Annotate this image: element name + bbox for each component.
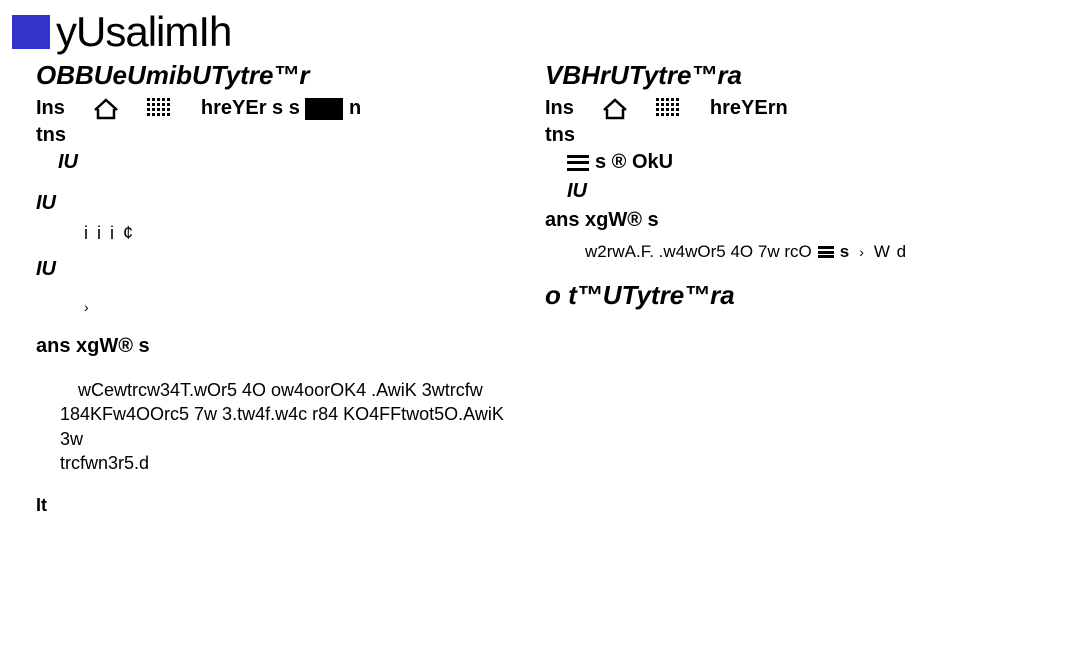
grid-icon-r <box>656 98 682 120</box>
tns-group-r: tns s ® OkU <box>545 124 1024 174</box>
tns-inner-row: s ® OkU <box>545 151 1024 174</box>
right-body-text: w2rwA.F. .w4wOr5 4O 7w rcO s › W d <box>545 242 1024 262</box>
left-column: OBBUeUmibUTytre™r Ins hreYEr s s n tns <box>36 60 535 516</box>
right-ins-row: Ins hreYErn <box>545 97 1024 120</box>
right-column: VBHrUTytre™ra Ins hreYErn tns <box>535 60 1044 516</box>
symbol-row: i i i ¢ <box>36 223 515 244</box>
page-title: yUsalimIh <box>56 8 231 56</box>
ans-label-left: ans xgW® s <box>36 335 515 358</box>
left-body-text: wCewtrcw34T.wOr5 4O ow4oorOK4 .AwiK 3wtr… <box>36 378 515 475</box>
ins-label-r: Ins <box>545 97 574 120</box>
tns-label-r: tns <box>545 124 1024 147</box>
hre-label-r: hreYErn <box>710 97 788 120</box>
hre-label: hreYEr s s n <box>201 97 361 120</box>
rb-b: s <box>840 242 849 262</box>
hre-text-a: hreYEr s s <box>201 97 300 119</box>
body-line-2: 184KFw4OOrc5 7w 3.tw4f.w4c r84 KO4FFtwot… <box>60 404 504 448</box>
home-icon-r <box>602 98 628 120</box>
iu-label-r: IU <box>545 180 1024 203</box>
home-icon <box>93 98 119 120</box>
it-label: It <box>36 495 515 516</box>
tns-tail-text: s ® OkU <box>595 151 673 174</box>
rb-c: W d <box>874 242 907 262</box>
iu-label-3: IU <box>36 258 515 281</box>
lines-icon-small <box>818 246 834 258</box>
hre-text-b: n <box>349 97 361 119</box>
body-line-3: trcfwn3r5.d <box>60 453 149 473</box>
chevron-right: › <box>859 244 864 260</box>
left-section-title: OBBUeUmibUTytre™r <box>36 60 515 91</box>
right-section-title-1: VBHrUTytre™ra <box>545 60 1024 91</box>
redaction-box <box>305 98 343 120</box>
content-columns: OBBUeUmibUTytre™r Ins hreYEr s s n tns <box>0 60 1080 516</box>
ins-label: Ins <box>36 97 65 120</box>
header-accent-block <box>12 15 50 49</box>
ans-label-right: ans xgW® s <box>545 209 1024 232</box>
lines-icon <box>567 155 589 171</box>
body-line-1: wCewtrcw34T.wOr5 4O ow4oorOK4 .AwiK 3wtr… <box>60 378 515 402</box>
right-section-title-2: o t™UTytre™ra <box>545 280 1024 311</box>
iu-label-1: IU <box>36 151 515 174</box>
tns-label: tns <box>36 124 515 147</box>
grid-icon <box>147 98 173 120</box>
rb-a: w2rwA.F. .w4wOr5 4O 7w rcO <box>585 242 812 262</box>
iu-label-2: IU <box>36 192 515 215</box>
chevron-left: › <box>36 299 515 315</box>
left-ins-row: Ins hreYEr s s n <box>36 97 515 120</box>
header: yUsalimIh <box>0 0 1080 60</box>
